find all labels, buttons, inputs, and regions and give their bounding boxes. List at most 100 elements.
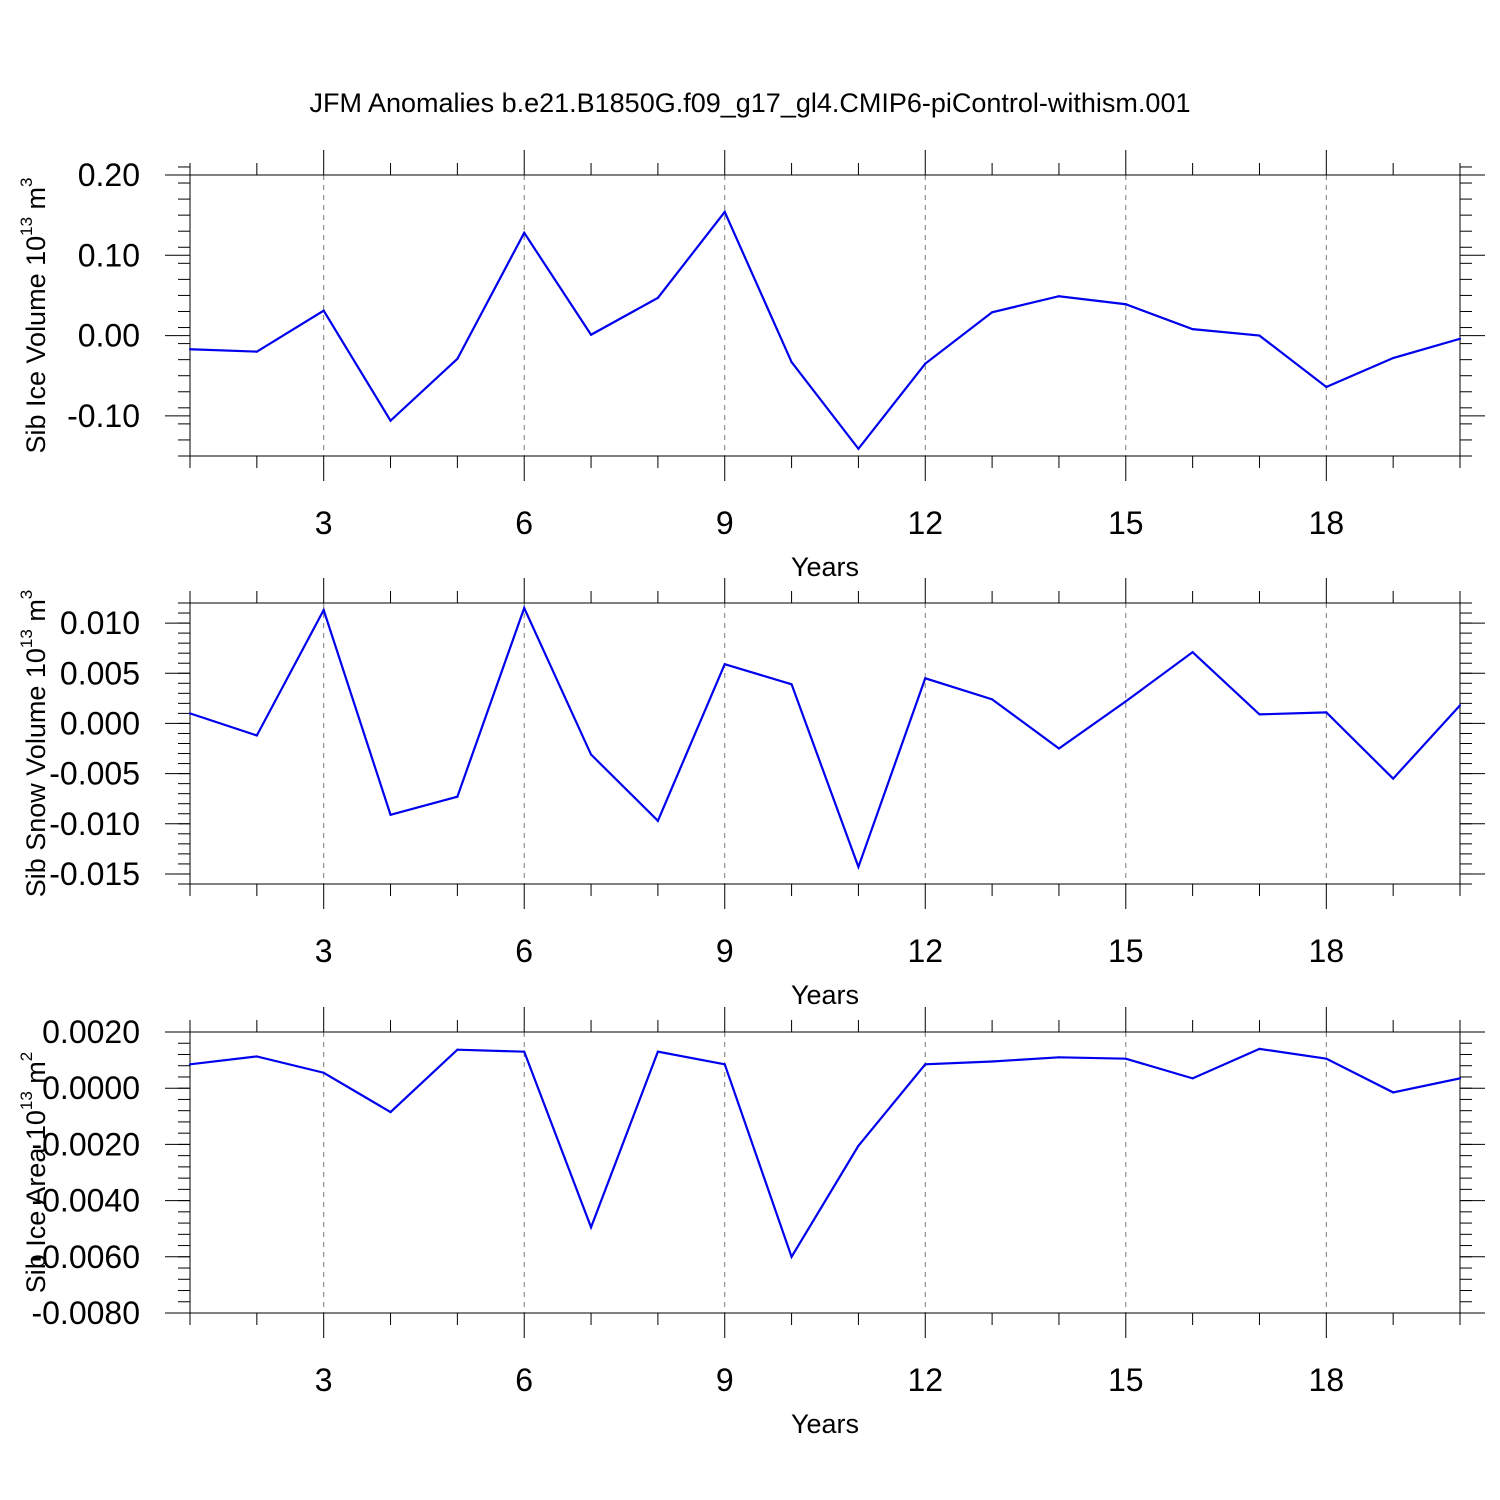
data-point bbox=[723, 1063, 726, 1066]
x-tick-label: 6 bbox=[515, 505, 533, 541]
data-point bbox=[322, 608, 325, 612]
data-point bbox=[991, 1060, 994, 1063]
data-point bbox=[589, 753, 593, 756]
panels: 3 6 9 12 15 18 -0.10 0.00 0.10 0.20 Years Sib Ice V… bbox=[17, 150, 1485, 1439]
y-tick-label: 0.20 bbox=[78, 157, 140, 193]
x-tick-label: 9 bbox=[716, 1362, 734, 1398]
chart-panel-1: 3 6 9 12 15 18 -0.10 0.00 0.10 0.20 Years Sib Ice V… bbox=[17, 150, 1485, 582]
data-point bbox=[1258, 1047, 1261, 1050]
x-axis-label: Years bbox=[791, 552, 859, 582]
data-point bbox=[1458, 337, 1462, 340]
data-point bbox=[322, 1071, 325, 1074]
y-tick-label: 0.005 bbox=[60, 655, 140, 691]
y-tick-label: 0.0000 bbox=[42, 1070, 140, 1106]
y-tick-label: 0.010 bbox=[60, 605, 140, 641]
plot-frame bbox=[189, 602, 1461, 885]
y-tick-label: 0.00 bbox=[78, 318, 140, 354]
data-point bbox=[723, 210, 726, 214]
data-point bbox=[589, 333, 593, 336]
data-point bbox=[1191, 1077, 1194, 1080]
plot-frame bbox=[189, 1031, 1461, 1314]
y-tick-label: -0.0080 bbox=[31, 1295, 140, 1331]
data-point bbox=[790, 360, 793, 364]
y-tick-label: -0.005 bbox=[49, 756, 140, 792]
x-tick-label: 18 bbox=[1309, 933, 1345, 969]
data-point bbox=[523, 606, 526, 610]
x-tick-label: 15 bbox=[1108, 505, 1144, 541]
data-point bbox=[456, 357, 459, 360]
data-point bbox=[389, 1110, 392, 1114]
x-tick-label: 3 bbox=[315, 505, 333, 541]
data-point bbox=[1124, 1057, 1127, 1060]
data-point bbox=[1191, 328, 1194, 331]
x-tick-label: 15 bbox=[1108, 1362, 1144, 1398]
data-point bbox=[322, 309, 325, 312]
data-point bbox=[924, 677, 927, 680]
data-point bbox=[1057, 747, 1061, 750]
data-point bbox=[1392, 777, 1395, 780]
data-point bbox=[523, 1050, 526, 1053]
data-point bbox=[1458, 1077, 1462, 1080]
y-tick-label: -0.0020 bbox=[31, 1126, 140, 1162]
data-point bbox=[1124, 303, 1127, 306]
data-point bbox=[389, 419, 392, 422]
data-point bbox=[1191, 651, 1194, 654]
data-point bbox=[1057, 295, 1061, 298]
data-point bbox=[523, 231, 526, 234]
data-point bbox=[255, 1055, 258, 1058]
data-point bbox=[1392, 1091, 1395, 1094]
data-point bbox=[723, 663, 726, 666]
x-tick-label: 12 bbox=[907, 505, 943, 541]
y-tick-label: 0.10 bbox=[78, 237, 140, 273]
data-point bbox=[456, 795, 459, 798]
data-point bbox=[991, 698, 994, 701]
y-tick-label: -0.10 bbox=[67, 398, 140, 434]
data-point bbox=[188, 1063, 192, 1066]
data-point bbox=[389, 813, 392, 816]
y-axis-label: Sib Snow Volume 1013 m3 bbox=[17, 590, 51, 898]
chart-panel-2: 3 6 9 12 15 18 -0.015 -0.010 -0.005 0.000 0.005 0.0… bbox=[17, 578, 1485, 1010]
data-point bbox=[924, 362, 927, 365]
y-tick-label: -0.015 bbox=[49, 856, 140, 892]
x-tick-label: 6 bbox=[515, 1362, 533, 1398]
x-tick-label: 12 bbox=[907, 933, 943, 969]
data-point bbox=[857, 865, 860, 869]
y-axis-label: Sib Ice Volume 1013 m3 bbox=[17, 177, 51, 453]
data-point bbox=[1392, 356, 1395, 360]
data-point bbox=[456, 1048, 459, 1051]
data-point bbox=[589, 1226, 593, 1229]
data-point bbox=[1057, 1056, 1061, 1059]
data-point bbox=[1258, 713, 1261, 716]
x-tick-label: 9 bbox=[716, 933, 734, 969]
data-point bbox=[255, 350, 258, 353]
data-point bbox=[1325, 1057, 1328, 1060]
series-line bbox=[190, 605, 1460, 871]
series-line bbox=[190, 209, 1460, 451]
data-point bbox=[188, 712, 192, 715]
data-point bbox=[1458, 704, 1462, 707]
data-point bbox=[1124, 700, 1127, 703]
y-tick-label: 0.0020 bbox=[42, 1014, 140, 1050]
chart-panel-3: 3 6 9 12 15 18 -0.0080 -0.0060 -0.0040 -0.0020 0.0… bbox=[17, 1007, 1485, 1439]
data-point bbox=[857, 447, 860, 450]
data-point bbox=[255, 734, 258, 737]
y-tick-label: -0.0060 bbox=[31, 1239, 140, 1275]
data-point bbox=[1258, 334, 1261, 337]
x-tick-label: 3 bbox=[315, 1362, 333, 1398]
y-tick-label: 0.000 bbox=[60, 705, 140, 741]
data-point bbox=[857, 1144, 860, 1147]
x-tick-label: 18 bbox=[1309, 1362, 1345, 1398]
data-point bbox=[1325, 385, 1328, 389]
data-point bbox=[991, 311, 994, 314]
x-tick-label: 9 bbox=[716, 505, 734, 541]
x-tick-label: 6 bbox=[515, 933, 533, 969]
data-point bbox=[790, 1255, 793, 1258]
y-tick-label: -0.0040 bbox=[31, 1183, 140, 1219]
y-tick-label: -0.010 bbox=[49, 806, 140, 842]
plot-frame bbox=[189, 174, 1461, 457]
series-line bbox=[190, 1047, 1460, 1260]
x-tick-label: 3 bbox=[315, 933, 333, 969]
x-tick-label: 18 bbox=[1309, 505, 1345, 541]
data-point bbox=[924, 1063, 927, 1066]
y-axis-label: Sib Ice Area 1013 m2 bbox=[17, 1052, 51, 1294]
